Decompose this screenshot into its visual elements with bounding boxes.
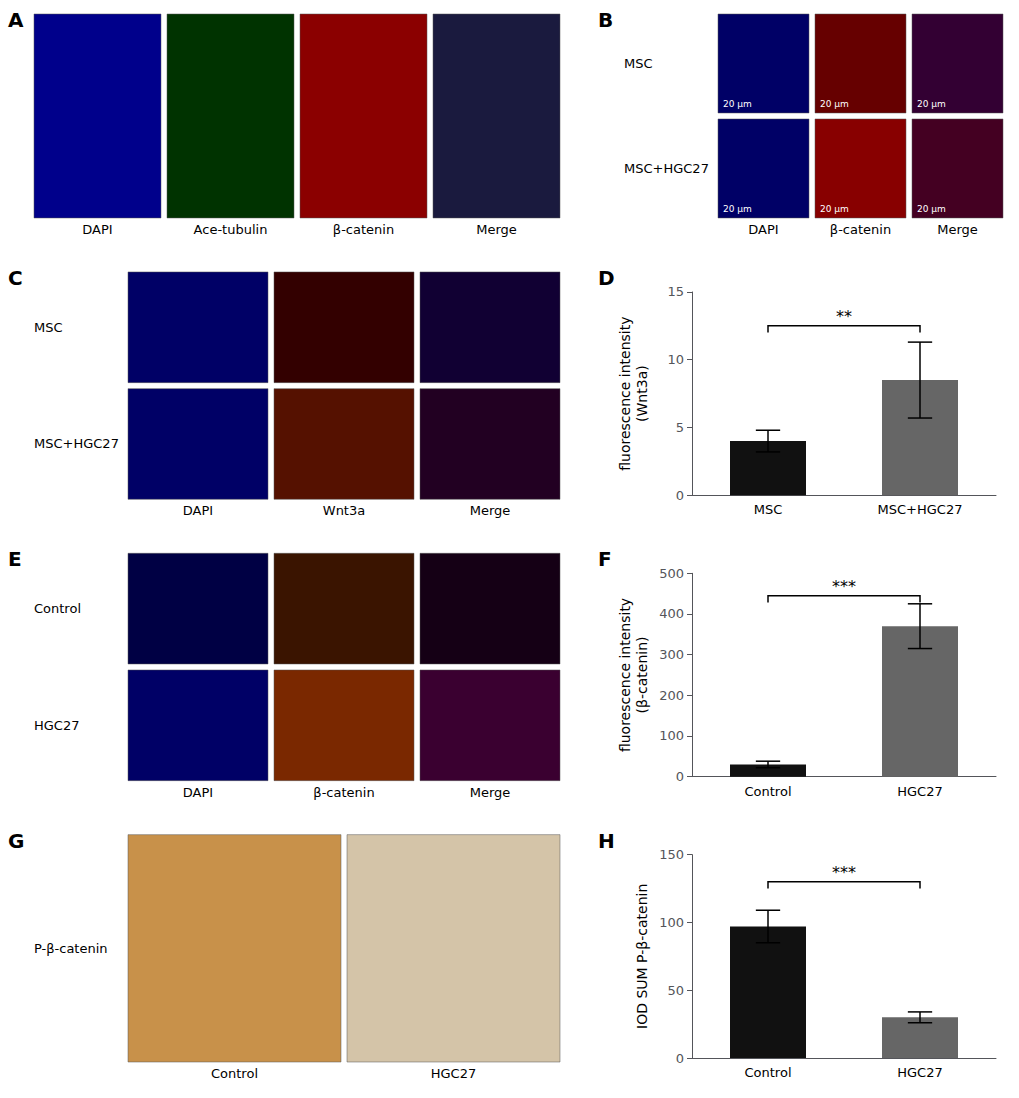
svg-text:0: 0 <box>676 488 684 503</box>
svg-text:F: F <box>598 547 612 571</box>
svg-text:Merge: Merge <box>470 785 511 800</box>
svg-text:HGC27: HGC27 <box>34 718 79 733</box>
svg-text:***: *** <box>832 577 856 596</box>
svg-text:IOD SUM P-β-catenin: IOD SUM P-β-catenin <box>634 884 650 1029</box>
svg-text:(Wnt3a): (Wnt3a) <box>634 365 650 422</box>
svg-text:400: 400 <box>659 606 684 621</box>
svg-text:MSC+HGC27: MSC+HGC27 <box>878 502 963 517</box>
svg-text:20 μm: 20 μm <box>820 99 849 109</box>
svg-text:150: 150 <box>659 847 684 862</box>
svg-text:DAPI: DAPI <box>183 503 213 518</box>
svg-text:Merge: Merge <box>937 222 978 237</box>
svg-text:MSC+HGC27: MSC+HGC27 <box>624 161 709 176</box>
svg-text:20 μm: 20 μm <box>917 99 946 109</box>
svg-text:0: 0 <box>676 769 684 784</box>
svg-text:B: B <box>598 8 613 32</box>
svg-text:P-β-catenin: P-β-catenin <box>34 941 108 956</box>
svg-text:MSC: MSC <box>34 320 63 335</box>
svg-text:fluorescence intensity: fluorescence intensity <box>617 598 633 752</box>
svg-text:15: 15 <box>667 284 684 299</box>
svg-text:20 μm: 20 μm <box>917 204 946 214</box>
svg-text:β-catenin: β-catenin <box>333 222 394 237</box>
svg-text:Control: Control <box>745 1065 792 1080</box>
svg-text:β-catenin: β-catenin <box>830 222 891 237</box>
svg-text:MSC: MSC <box>754 502 783 517</box>
svg-text:**: ** <box>836 307 852 326</box>
svg-text:Merge: Merge <box>470 503 511 518</box>
svg-text:H: H <box>598 829 615 853</box>
svg-text:Control: Control <box>34 601 81 616</box>
svg-text:HGC27: HGC27 <box>897 1065 942 1080</box>
svg-text:20 μm: 20 μm <box>723 99 752 109</box>
svg-text:0: 0 <box>676 1051 684 1066</box>
svg-text:300: 300 <box>659 647 684 662</box>
svg-text:DAPI: DAPI <box>748 222 778 237</box>
svg-text:C: C <box>8 266 23 290</box>
svg-text:MSC: MSC <box>624 56 653 71</box>
svg-text:10: 10 <box>667 352 684 367</box>
svg-text:Control: Control <box>745 784 792 799</box>
svg-text:500: 500 <box>659 566 684 581</box>
svg-text:G: G <box>8 829 24 853</box>
svg-text:Wnt3a: Wnt3a <box>323 503 365 518</box>
svg-text:***: *** <box>832 863 856 882</box>
svg-text:100: 100 <box>659 915 684 930</box>
svg-text:Control: Control <box>211 1066 258 1081</box>
svg-text:E: E <box>8 547 22 571</box>
svg-text:β-catenin: β-catenin <box>313 785 374 800</box>
svg-text:5: 5 <box>676 420 684 435</box>
svg-text:(β-catenin): (β-catenin) <box>634 637 650 714</box>
svg-text:DAPI: DAPI <box>183 785 213 800</box>
svg-text:50: 50 <box>667 983 684 998</box>
svg-text:DAPI: DAPI <box>82 222 112 237</box>
svg-text:100: 100 <box>659 728 684 743</box>
svg-text:Merge: Merge <box>476 222 517 237</box>
svg-text:HGC27: HGC27 <box>431 1066 476 1081</box>
svg-text:20 μm: 20 μm <box>820 204 849 214</box>
svg-text:Ace-tubulin: Ace-tubulin <box>194 222 268 237</box>
svg-text:HGC27: HGC27 <box>897 784 942 799</box>
svg-text:MSC+HGC27: MSC+HGC27 <box>34 436 119 451</box>
svg-text:fluorescence intensity: fluorescence intensity <box>617 316 633 470</box>
svg-text:A: A <box>8 8 24 32</box>
svg-text:20 μm: 20 μm <box>723 204 752 214</box>
svg-text:D: D <box>598 266 615 290</box>
svg-text:200: 200 <box>659 688 684 703</box>
